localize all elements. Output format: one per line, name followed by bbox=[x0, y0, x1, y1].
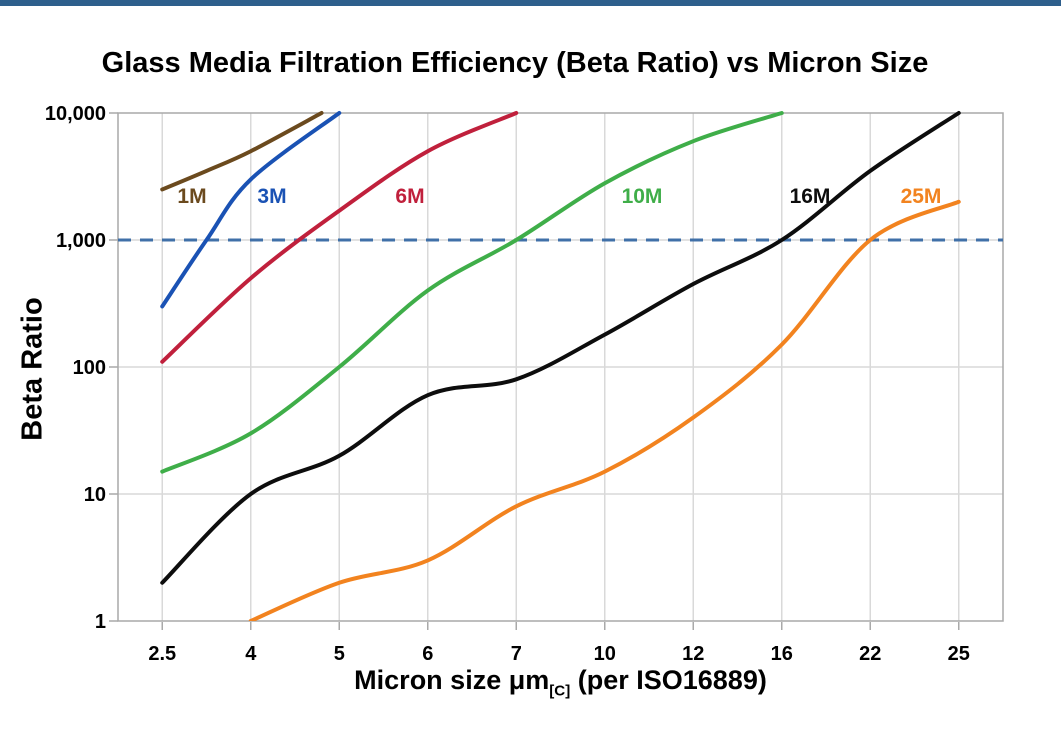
x-tick-label-10: 10 bbox=[594, 643, 616, 665]
x-axis-title-suffix: (per ISO16889) bbox=[570, 665, 767, 695]
y-tick-label-100: 100 bbox=[73, 357, 106, 379]
series-label-25M: 25M bbox=[901, 185, 942, 208]
x-tick-label-2.5: 2.5 bbox=[148, 643, 176, 665]
x-axis-title-main: Micron size μm bbox=[354, 665, 550, 695]
y-tick-label-10: 10 bbox=[84, 484, 106, 506]
x-tick-label-12: 12 bbox=[682, 643, 704, 665]
x-tick-label-16: 16 bbox=[771, 643, 793, 665]
series-label-1M: 1M bbox=[177, 185, 206, 208]
y-tick-label-1: 1 bbox=[95, 611, 106, 633]
series-line-1M bbox=[160, 111, 324, 192]
x-tick-label-7: 7 bbox=[511, 643, 522, 665]
x-tick-label-6: 6 bbox=[422, 643, 433, 665]
y-tick-label-1,000: 1,000 bbox=[56, 230, 106, 252]
series-line-25M bbox=[248, 199, 961, 621]
chart-title: Glass Media Filtration Efficiency (Beta … bbox=[101, 47, 929, 79]
series-label-16M: 16M bbox=[790, 185, 831, 208]
series-line-3M bbox=[160, 111, 342, 309]
series-label-3M: 3M bbox=[257, 185, 286, 208]
y-tick-label-10,000: 10,000 bbox=[45, 103, 106, 125]
x-tick-label-4: 4 bbox=[245, 643, 257, 665]
top-accent-bar bbox=[0, 0, 1061, 6]
x-tick-label-5: 5 bbox=[334, 643, 345, 665]
series-line-16M bbox=[160, 111, 961, 585]
x-axis-title: Micron size μm[C] (per ISO16889) bbox=[118, 665, 1003, 699]
series-label-10M: 10M bbox=[622, 185, 663, 208]
series-line-6M bbox=[160, 111, 519, 364]
x-tick-label-22: 22 bbox=[859, 643, 881, 665]
series-line-10M bbox=[160, 111, 784, 474]
series-label-6M: 6M bbox=[395, 185, 424, 208]
x-axis-title-subscript: [C] bbox=[549, 682, 571, 700]
x-tick-label-25: 25 bbox=[948, 643, 970, 665]
